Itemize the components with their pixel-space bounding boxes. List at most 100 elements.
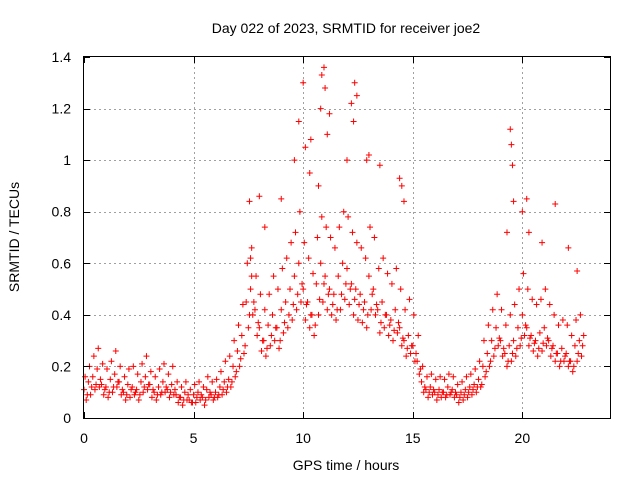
data-point xyxy=(562,353,569,360)
data-point xyxy=(551,311,558,318)
data-point xyxy=(426,389,433,396)
data-point xyxy=(352,286,359,293)
data-point xyxy=(449,386,456,393)
data-point xyxy=(509,162,516,169)
data-point xyxy=(340,208,347,215)
data-point xyxy=(540,340,547,347)
data-point xyxy=(175,399,182,406)
data-point xyxy=(455,399,462,406)
data-point xyxy=(144,386,151,393)
data-point xyxy=(500,345,507,352)
data-point xyxy=(236,363,243,370)
axis-ticks xyxy=(84,57,610,419)
data-point xyxy=(315,182,322,189)
data-point xyxy=(210,396,217,403)
data-point xyxy=(284,324,291,331)
data-point xyxy=(370,286,377,293)
data-point xyxy=(528,332,535,339)
y-tick-label: 0.2 xyxy=(52,358,72,374)
data-point xyxy=(393,265,400,272)
data-point xyxy=(369,291,376,298)
grid-lines xyxy=(84,57,610,418)
data-point xyxy=(292,229,299,236)
data-point xyxy=(487,358,494,365)
data-point xyxy=(244,260,251,267)
data-point xyxy=(474,384,481,391)
data-point xyxy=(226,353,233,360)
data-point xyxy=(209,378,216,385)
data-point xyxy=(364,311,371,318)
data-point xyxy=(289,317,296,324)
data-point xyxy=(566,358,573,365)
data-point xyxy=(470,386,477,393)
data-point xyxy=(521,332,528,339)
data-point xyxy=(234,347,241,354)
data-point xyxy=(425,394,432,401)
data-point xyxy=(430,386,437,393)
data-point xyxy=(459,378,466,385)
data-point xyxy=(200,384,207,391)
data-point xyxy=(427,384,434,391)
data-point xyxy=(123,391,130,398)
data-point xyxy=(503,229,510,236)
data-point xyxy=(402,306,409,313)
data-point xyxy=(300,79,307,86)
data-point xyxy=(232,373,239,380)
data-point xyxy=(371,234,378,241)
data-point xyxy=(117,363,124,370)
data-point xyxy=(256,324,263,331)
x-axis-label: GPS time / hours xyxy=(293,457,400,473)
data-point xyxy=(445,371,452,378)
data-point xyxy=(565,363,572,370)
data-point xyxy=(134,371,141,378)
data-point xyxy=(320,280,327,287)
data-point xyxy=(432,376,439,383)
data-point xyxy=(194,389,201,396)
data-point xyxy=(119,386,126,393)
data-point xyxy=(326,110,333,117)
data-point xyxy=(203,386,210,393)
data-point xyxy=(547,353,554,360)
data-point xyxy=(543,342,550,349)
data-point xyxy=(135,396,142,403)
data-point xyxy=(541,324,548,331)
x-tick-label: 20 xyxy=(515,430,531,446)
data-point xyxy=(181,389,188,396)
data-point xyxy=(377,319,384,326)
data-point xyxy=(486,363,493,370)
data-point xyxy=(411,358,418,365)
data-point xyxy=(280,329,287,336)
data-point xyxy=(365,273,372,280)
data-point xyxy=(359,319,366,326)
data-point xyxy=(574,268,581,275)
data-point xyxy=(307,136,314,143)
data-point xyxy=(217,368,224,375)
data-point xyxy=(245,324,252,331)
data-point xyxy=(108,358,115,365)
data-point xyxy=(373,301,380,308)
data-point xyxy=(276,345,283,352)
data-point xyxy=(274,286,281,293)
y-tick-label: 1.4 xyxy=(52,49,72,65)
data-point xyxy=(291,273,298,280)
data-point xyxy=(191,381,198,388)
data-point xyxy=(121,373,128,380)
data-point xyxy=(523,324,530,331)
data-point xyxy=(89,373,96,380)
data-point xyxy=(421,384,428,391)
data-point xyxy=(466,384,473,391)
data-point xyxy=(127,394,134,401)
data-point xyxy=(248,244,255,251)
data-point xyxy=(136,391,143,398)
data-point xyxy=(357,291,364,298)
data-point xyxy=(246,198,253,205)
data-point xyxy=(530,347,537,354)
data-point xyxy=(385,332,392,339)
data-point xyxy=(305,255,312,262)
data-point xyxy=(544,335,551,342)
data-point xyxy=(546,301,553,308)
data-point xyxy=(198,391,205,398)
data-point xyxy=(485,322,492,329)
data-point xyxy=(295,260,302,267)
data-point xyxy=(452,389,459,396)
